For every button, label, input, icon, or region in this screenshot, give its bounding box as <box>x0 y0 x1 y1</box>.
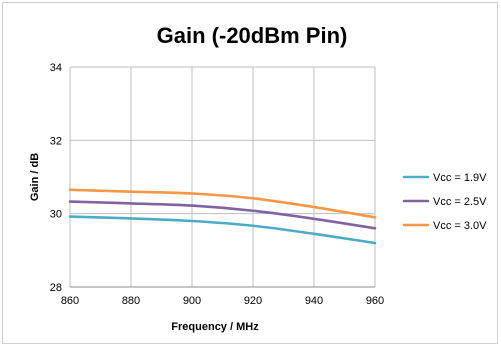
chart-title: Gain (-20dBm Pin) <box>157 23 348 48</box>
x-tick-label: 900 <box>183 295 201 307</box>
x-tick-label: 920 <box>244 295 262 307</box>
legend-label: Vcc = 3.0V <box>433 220 487 232</box>
series-line-1 <box>68 215 377 245</box>
legend-item: Vcc = 2.5V <box>402 196 487 208</box>
legend-item: Vcc = 1.9V <box>402 172 487 184</box>
x-tick-label: 960 <box>366 295 384 307</box>
x-tick-label: 880 <box>122 295 140 307</box>
series-layer <box>68 188 377 245</box>
y-tick-label: 30 <box>50 209 62 221</box>
legend-label: Vcc = 2.5V <box>433 196 487 208</box>
legend-item: Vcc = 3.0V <box>402 220 487 232</box>
grid-layer <box>69 66 376 288</box>
series-line-3 <box>68 188 377 219</box>
x-tick-label: 940 <box>305 295 323 307</box>
y-tick-label: 32 <box>50 135 62 147</box>
series-line-2 <box>68 200 377 230</box>
y-tick-label: 28 <box>50 282 62 294</box>
y-axis-label: Gain / dB <box>29 153 41 201</box>
x-axis-label: Frequency / MHz <box>171 321 259 333</box>
legend-label: Vcc = 1.9V <box>433 172 487 184</box>
y-tick-label: 34 <box>50 62 62 74</box>
legend: Vcc = 1.9V Vcc = 2.5V Vcc = 3.0V <box>402 172 487 232</box>
axis-layer: 860 880 900 920 940 960 28 30 32 34 <box>50 62 384 307</box>
x-tick-label: 860 <box>61 295 79 307</box>
